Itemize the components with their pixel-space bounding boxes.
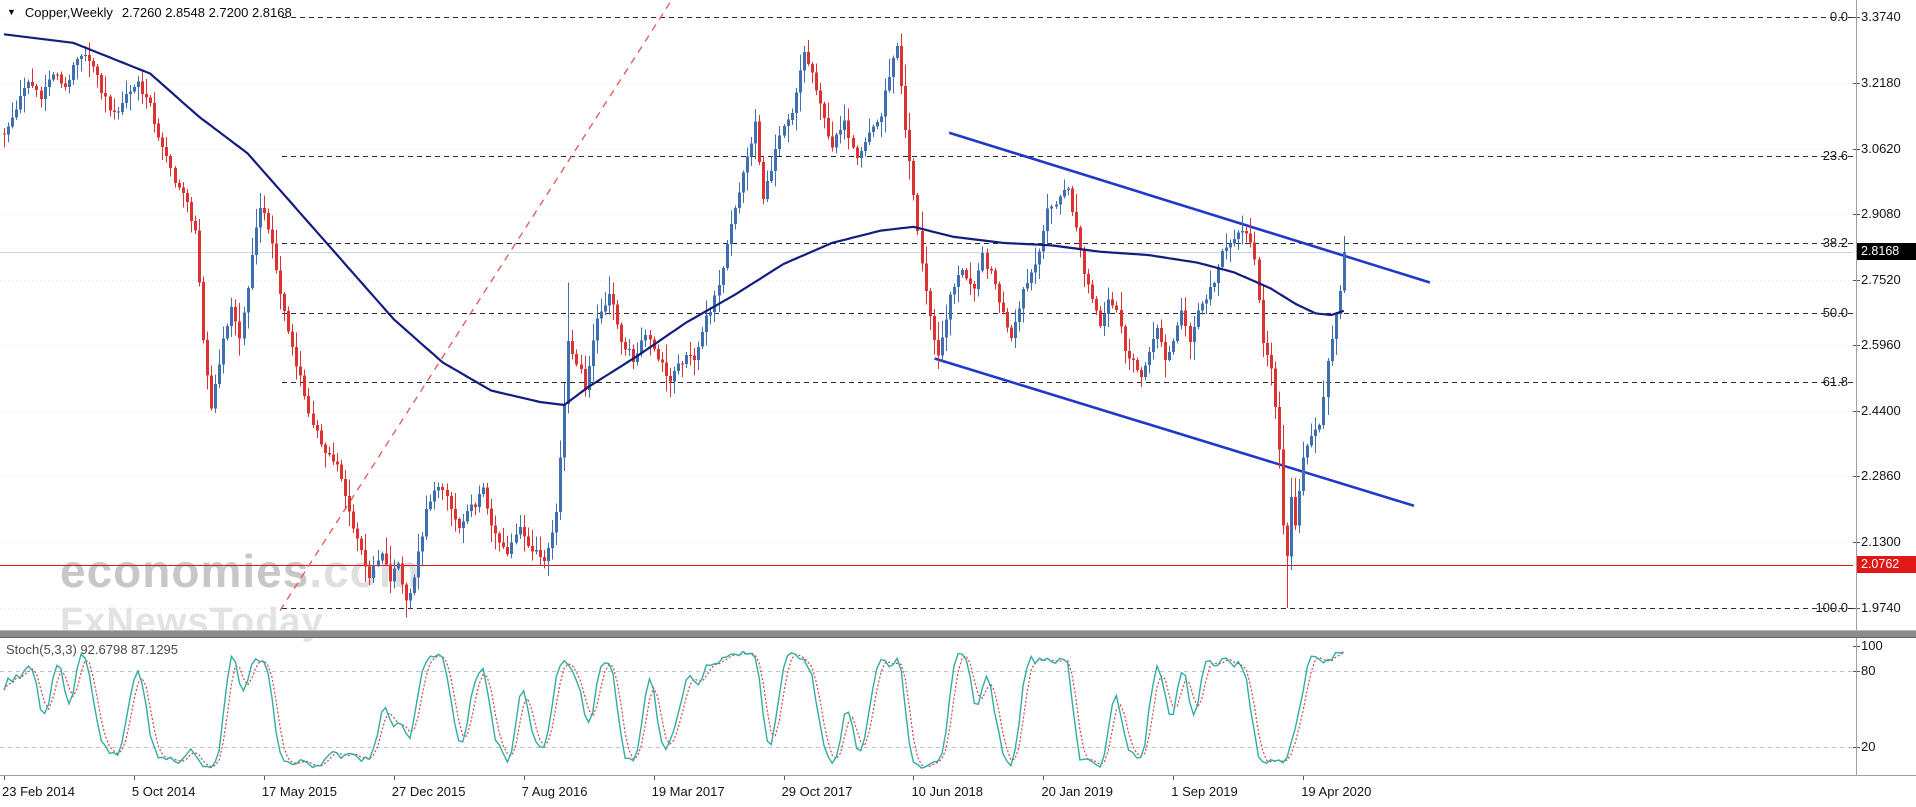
moving-average-line: [3, 33, 1345, 406]
symbol-ohlc: 2.7260 2.8548 2.7200 2.8168: [121, 5, 292, 20]
stochastic-panel[interactable]: [0, 638, 1853, 775]
symbol-name: Copper,Weekly: [24, 5, 113, 20]
stoch-signal-line: [3, 651, 1345, 768]
main-chart-area[interactable]: [0, 0, 1853, 630]
panel-separator[interactable]: [0, 630, 1916, 638]
price-axis-border: [1856, 0, 1857, 775]
channel-lower-line: [934, 357, 1415, 508]
channel-upper-line: [948, 131, 1431, 284]
price-direction-icon: ▼: [7, 7, 16, 17]
date-axis-border: [0, 775, 1916, 776]
symbol-info: ▼ Copper,Weekly 2.7260 2.8548 2.7200 2.8…: [7, 5, 292, 20]
price-axis[interactable]: [1857, 0, 1916, 775]
stoch-main-line: [3, 650, 1344, 770]
candles-layer: [3, 33, 1346, 618]
date-axis[interactable]: [0, 776, 1916, 807]
indicator-label: Stoch(5,3,3) 92.6798 87.1295: [6, 642, 179, 657]
